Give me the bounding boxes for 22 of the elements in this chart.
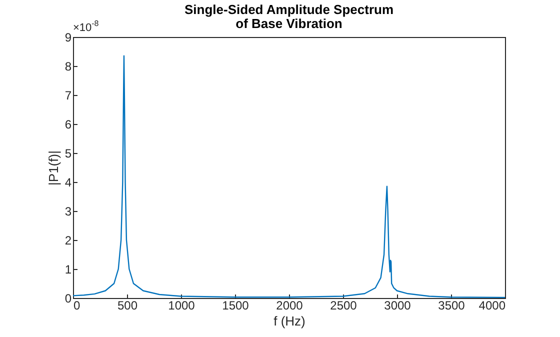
y-tick-label: 1 [64, 262, 72, 276]
y-tick-label: 5 [64, 146, 72, 160]
x-tick-label: 1000 [168, 298, 196, 312]
y-tick-label: 2 [64, 234, 72, 248]
x-tick-label: 3500 [438, 298, 466, 312]
x-tick-label: 500 [117, 298, 138, 312]
x-tick-label: 2000 [276, 298, 304, 312]
x-tick-label: 4000 [478, 298, 506, 312]
x-tick-label: 1500 [222, 298, 250, 312]
y-tick-label: 4 [64, 176, 72, 190]
y-tick-label: 6 [64, 118, 72, 132]
x-tick-label: 2500 [330, 298, 358, 312]
y-tick-label: 9 [64, 30, 72, 44]
y-tick-label: 3 [64, 204, 72, 218]
y-tick-label: 7 [64, 88, 72, 102]
y-axis-title: |P1(f)| [46, 150, 61, 186]
line-series [73, 55, 505, 298]
x-tick-label: 3000 [384, 298, 412, 312]
y-tick-label: 8 [64, 60, 72, 74]
x-axis-title: f (Hz) [274, 314, 306, 328]
chart-title: Single-Sided Amplitude Spectrum of Base Vibration [184, 2, 394, 31]
x-tick-label: 0 [74, 298, 80, 312]
